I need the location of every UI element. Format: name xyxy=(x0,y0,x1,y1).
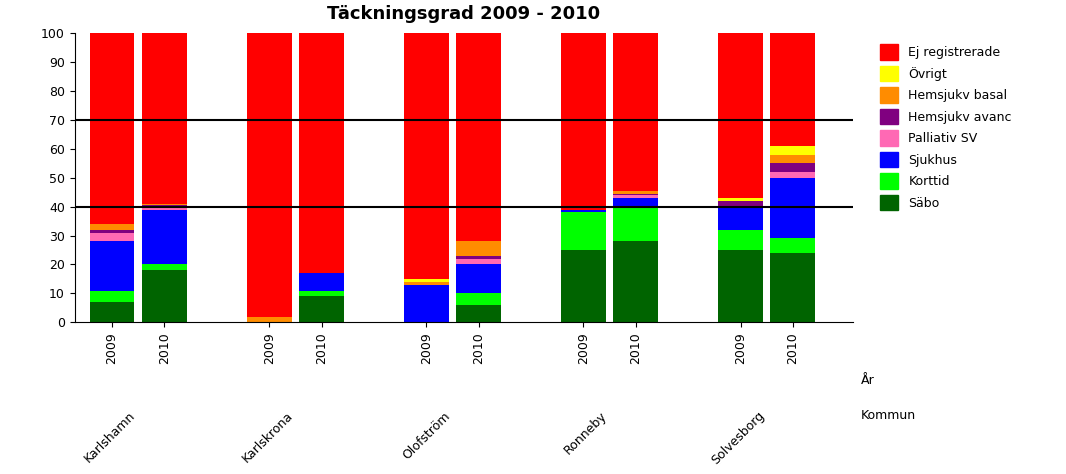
Bar xyxy=(300,273,344,291)
Bar xyxy=(90,224,134,230)
Bar xyxy=(718,201,763,207)
Bar xyxy=(613,194,659,195)
Bar xyxy=(456,264,501,293)
Bar xyxy=(771,146,815,155)
Bar xyxy=(90,33,134,224)
Bar xyxy=(246,33,292,317)
Bar xyxy=(771,238,815,253)
Bar xyxy=(561,210,605,212)
Bar xyxy=(90,230,134,233)
Bar xyxy=(456,256,501,259)
Bar xyxy=(771,155,815,163)
Bar xyxy=(404,279,449,282)
Bar xyxy=(613,198,659,207)
Title: Täckningsgrad 2009 - 2010: Täckningsgrad 2009 - 2010 xyxy=(327,5,600,23)
Bar xyxy=(404,282,449,285)
Bar xyxy=(561,250,605,322)
Bar xyxy=(90,302,134,322)
Bar xyxy=(142,204,187,205)
Bar xyxy=(613,191,659,194)
Bar xyxy=(246,317,292,322)
Bar xyxy=(613,241,659,322)
Bar xyxy=(300,291,344,296)
Text: Olofström: Olofström xyxy=(400,409,452,462)
Bar xyxy=(613,207,659,241)
Bar xyxy=(456,305,501,322)
Bar xyxy=(142,264,187,270)
Bar xyxy=(142,33,187,204)
Bar xyxy=(142,210,187,264)
Bar xyxy=(142,205,187,207)
Bar xyxy=(300,33,344,273)
Bar xyxy=(771,163,815,172)
Bar xyxy=(561,33,605,210)
Text: Karlskrona: Karlskrona xyxy=(240,409,295,465)
Text: Solvesborg: Solvesborg xyxy=(709,409,766,467)
Bar xyxy=(142,270,187,322)
Bar xyxy=(718,230,763,250)
Bar xyxy=(404,33,449,279)
Bar xyxy=(300,296,344,322)
Bar xyxy=(90,241,134,291)
Bar xyxy=(771,33,815,146)
Bar xyxy=(142,207,187,210)
Bar xyxy=(771,178,815,238)
Bar xyxy=(456,293,501,305)
Text: Ronneby: Ronneby xyxy=(562,409,610,457)
Text: År: År xyxy=(860,374,874,387)
Bar xyxy=(718,250,763,322)
Bar xyxy=(771,172,815,178)
Bar xyxy=(718,33,763,198)
Text: Karlshamn: Karlshamn xyxy=(82,409,139,465)
Text: Kommun: Kommun xyxy=(860,409,916,422)
Bar xyxy=(718,198,763,201)
Bar xyxy=(561,212,605,250)
Bar xyxy=(456,241,501,256)
Legend: Ej registrerade, Övrigt, Hemsjukv basal, Hemsjukv avanc, Palliativ SV, Sjukhus, : Ej registrerade, Övrigt, Hemsjukv basal,… xyxy=(874,39,1017,215)
Bar xyxy=(90,233,134,241)
Bar xyxy=(90,291,134,302)
Bar xyxy=(456,33,501,241)
Bar xyxy=(771,253,815,322)
Bar xyxy=(404,285,449,322)
Bar xyxy=(613,195,659,198)
Bar xyxy=(456,259,501,264)
Bar xyxy=(613,33,659,191)
Bar xyxy=(718,207,763,230)
